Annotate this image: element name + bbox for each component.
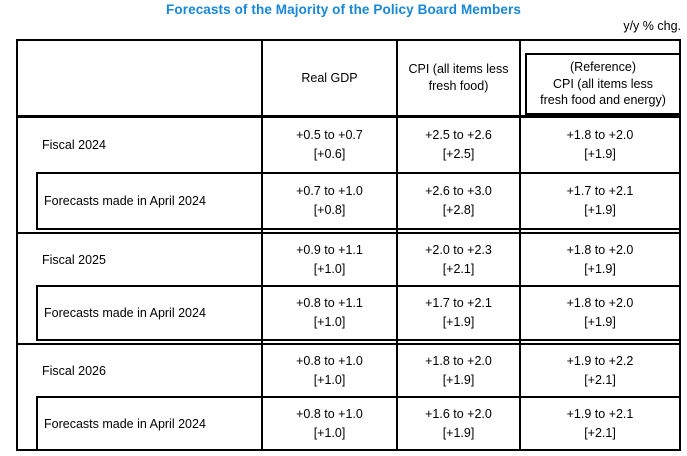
cell-fy2024-april-cpi: +2.6 to +3.0 [+2.8] [398, 174, 519, 228]
forecast-range: +0.5 to +0.7 [296, 128, 363, 142]
forecast-median: [+2.1] [442, 261, 475, 276]
forecast-median: [+1.0] [313, 315, 346, 329]
cell-fy2025-april-cpi: +1.7 to +2.1 [+1.9] [398, 287, 519, 339]
cell-fy2025-ref: +1.8 to +2.0 [+1.9] [521, 234, 679, 285]
section-separator-1a [36, 228, 681, 230]
column-header-reference-cpi: (Reference) CPI (all items less fresh fo… [525, 53, 681, 115]
section-separator-1b [16, 232, 681, 234]
forecast-median: [+1.9] [442, 425, 475, 440]
forecast-median: [+1.9] [584, 203, 616, 217]
cell-fy2026-ref: +1.9 to +2.2 [+2.1] [521, 345, 679, 396]
unit-note: y/y % chg. [623, 19, 681, 33]
subrow-top-border-1 [36, 172, 681, 174]
row-label-fiscal-2026: Fiscal 2026 [42, 363, 106, 378]
column-divider-gdp-cpi [396, 39, 398, 451]
forecast-range: +0.7 to +1.0 [296, 184, 363, 198]
forecast-median: [+1.9] [584, 315, 616, 329]
forecast-range: +0.8 to +1.0 [296, 406, 363, 421]
column-header-cpi: CPI (all items less fresh food) [408, 62, 509, 93]
section-separator-2b [16, 343, 681, 345]
row-label-fiscal-2024: Fiscal 2024 [42, 138, 106, 152]
cell-fy2026-gdp: +0.8 to +1.0 [+1.0] [263, 345, 396, 396]
cell-fy2025-cpi: +2.0 to +2.3 [+2.1] [398, 234, 519, 285]
row-label-april-2024-fy2026: Forecasts made in April 2024 [44, 416, 206, 431]
cell-fy2026-april-gdp: +0.8 to +1.0 [+1.0] [263, 398, 396, 449]
column-divider-cpi-reference [519, 39, 521, 451]
subrow-top-border-3 [36, 396, 681, 398]
subrow-left-border-2 [36, 285, 38, 339]
forecast-range: +0.9 to +1.1 [296, 242, 363, 257]
cell-fy2024-ref: +1.8 to +2.0 [+1.9] [521, 118, 679, 172]
forecast-range: +1.9 to +2.2 [566, 353, 634, 368]
forecast-range: +0.8 to +1.0 [296, 353, 363, 368]
forecast-range: +1.8 to +2.0 [566, 128, 634, 142]
column-header-real-gdp: Real GDP [301, 70, 358, 85]
page-title: Forecasts of the Majority of the Policy … [166, 2, 521, 17]
column-divider-labels-gdp [261, 39, 263, 451]
cell-fy2026-cpi: +1.8 to +2.0 [+1.9] [398, 345, 519, 396]
forecast-range: +2.0 to +2.3 [425, 242, 492, 257]
cell-fy2025-gdp: +0.9 to +1.1 [+1.0] [263, 234, 396, 285]
forecast-median: [+2.5] [442, 147, 475, 161]
cell-fy2026-april-cpi: +1.6 to +2.0 [+1.9] [398, 398, 519, 449]
forecast-range: +1.9 to +2.1 [566, 406, 634, 421]
forecast-range: +1.8 to +2.0 [425, 353, 492, 368]
cell-fy2025-april-gdp: +0.8 to +1.1 [+1.0] [263, 287, 396, 339]
forecast-median: [+1.9] [584, 261, 616, 276]
forecast-median: [+1.9] [584, 147, 616, 161]
forecast-median: [+0.6] [313, 147, 346, 161]
forecast-range: +2.6 to +3.0 [425, 184, 492, 198]
cell-fy2025-april-ref: +1.8 to +2.0 [+1.9] [521, 287, 679, 339]
forecast-range: +1.7 to +2.1 [566, 184, 634, 198]
forecast-median: [+2.1] [584, 425, 616, 440]
table-border-bottom [16, 449, 681, 451]
forecast-median: [+2.1] [584, 372, 616, 387]
cell-fy2024-april-gdp: +0.7 to +1.0 [+0.8] [263, 174, 396, 228]
forecast-range: +1.7 to +2.1 [425, 296, 492, 310]
subrow-left-border-3 [36, 396, 38, 449]
forecast-median: [+1.9] [442, 372, 475, 387]
row-label-april-2024-fy2025: Forecasts made in April 2024 [44, 306, 206, 320]
row-label-april-2024-fy2024: Forecasts made in April 2024 [44, 194, 206, 208]
header-bottom-rule [16, 115, 681, 118]
forecast-range: +1.8 to +2.0 [566, 296, 634, 310]
forecast-median: [+1.0] [313, 425, 346, 440]
cell-fy2026-april-ref: +1.9 to +2.1 [+2.1] [521, 398, 679, 449]
section-separator-2a [36, 339, 681, 341]
row-label-fiscal-2025: Fiscal 2025 [42, 252, 106, 267]
table-border-top [16, 39, 681, 41]
subrow-left-border-1 [36, 172, 38, 228]
forecast-median: [+1.0] [313, 372, 346, 387]
forecast-range: +1.8 to +2.0 [566, 242, 634, 257]
forecast-median: [+1.0] [313, 261, 346, 276]
forecast-range: +2.5 to +2.6 [425, 128, 492, 142]
table-border-right [679, 39, 681, 451]
forecast-median: [+1.9] [442, 315, 475, 329]
cell-fy2024-april-ref: +1.7 to +2.1 [+1.9] [521, 174, 679, 228]
table-border-left [16, 39, 18, 451]
forecast-median: [+0.8] [313, 203, 346, 217]
subrow-top-border-2 [36, 285, 681, 287]
cell-fy2024-cpi: +2.5 to +2.6 [+2.5] [398, 118, 519, 172]
forecast-range: +0.8 to +1.1 [296, 296, 363, 310]
cell-fy2024-gdp: +0.5 to +0.7 [+0.6] [263, 118, 396, 172]
forecast-range: +1.6 to +2.0 [425, 406, 492, 421]
forecast-median: [+2.8] [442, 203, 475, 217]
